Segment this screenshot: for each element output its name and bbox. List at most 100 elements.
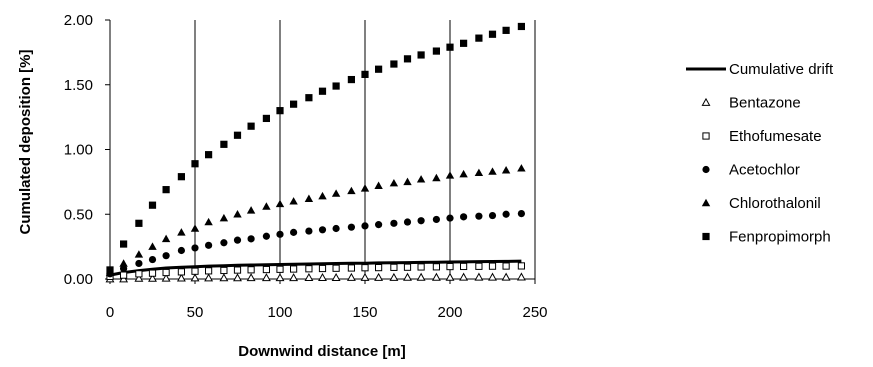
plot-area <box>105 22 526 283</box>
data-point-acetochlor <box>318 226 327 234</box>
data-point-acetochlor <box>403 218 412 226</box>
data-point-fenpropimorph <box>417 51 425 59</box>
legend-label-fenpropimorph: Fenpropimorph <box>729 229 831 246</box>
data-point-acetochlor <box>120 265 128 273</box>
data-point-chlorothalonil <box>204 217 213 226</box>
data-point-ethofumesate <box>361 264 369 272</box>
data-point-bentazone <box>488 272 497 281</box>
data-point-ethofumesate <box>135 270 143 278</box>
x-axis-title: Downwind distance [m] <box>238 343 406 360</box>
data-point-acetochlor <box>488 211 497 220</box>
data-point-ethofumesate <box>475 262 483 270</box>
legend-swatch-bentazone <box>701 97 711 106</box>
y-tick-label: 1.50 <box>64 77 93 94</box>
x-tick-label: 100 <box>267 304 292 321</box>
data-point-fenpropimorph <box>488 30 497 38</box>
data-point-acetochlor <box>446 214 454 222</box>
data-point-bentazone <box>289 273 299 282</box>
data-point-acetochlor <box>417 217 425 225</box>
data-point-bentazone <box>445 272 455 281</box>
legend-label-ethofumesate: Ethofumesate <box>729 128 822 145</box>
y-tick-label: 1.00 <box>64 142 93 159</box>
y-tick-label: 0.00 <box>64 271 93 288</box>
x-tick-label: 50 <box>187 304 204 321</box>
tick-labels: 0 50 100 150 200 250 0.00 0.50 1.00 1.50 2.00 <box>64 12 548 321</box>
data-point-bentazone <box>474 272 484 281</box>
y-axis-title: Cumulated deposition [%] <box>17 50 34 235</box>
data-point-fenpropimorph <box>390 60 398 68</box>
data-point-ethofumesate <box>120 271 128 279</box>
data-point-ethofumesate <box>375 264 383 272</box>
data-point-ethofumesate <box>233 266 242 274</box>
data-point-fenpropimorph <box>517 22 525 31</box>
data-point-chlorothalonil <box>304 194 314 202</box>
data-point-fenpropimorph <box>332 82 340 90</box>
data-point-fenpropimorph <box>135 219 143 227</box>
data-point-acetochlor <box>276 230 284 238</box>
data-point-bentazone <box>331 272 341 281</box>
series-line-cumulative-drift <box>109 259 522 277</box>
data-point-chlorothalonil <box>134 250 144 258</box>
data-point-acetochlor <box>432 215 440 224</box>
data-point-fenpropimorph <box>106 266 114 274</box>
x-tick-label: 150 <box>352 304 377 321</box>
data-point-fenpropimorph <box>475 34 483 42</box>
data-point-bentazone <box>246 273 256 282</box>
data-point-bentazone <box>190 273 200 282</box>
data-point-chlorothalonil <box>432 173 441 182</box>
data-point-acetochlor <box>148 255 157 264</box>
data-point-acetochlor <box>347 223 355 231</box>
data-point-acetochlor <box>191 244 199 252</box>
data-point-ethofumesate <box>220 266 228 275</box>
data-point-fenpropimorph <box>403 55 412 63</box>
data-point-acetochlor <box>361 222 369 230</box>
data-point-fenpropimorph <box>262 114 270 123</box>
data-point-acetochlor <box>233 236 242 244</box>
data-point-ethofumesate <box>432 263 440 271</box>
data-point-chlorothalonil <box>318 191 327 200</box>
data-point-ethofumesate <box>162 268 170 277</box>
data-point-fenpropimorph <box>205 151 213 159</box>
legend-label-cumulative-drift: Cumulative drift <box>729 61 834 78</box>
data-point-chlorothalonil <box>501 166 511 174</box>
data-point-acetochlor <box>262 232 270 240</box>
data-point-ethofumesate <box>347 264 355 272</box>
legend-label-acetochlor: Acetochlor <box>729 162 800 179</box>
data-point-ethofumesate <box>502 262 510 270</box>
data-point-acetochlor <box>290 228 298 236</box>
data-point-chlorothalonil <box>219 213 229 222</box>
data-point-acetochlor <box>220 239 228 247</box>
x-tick-label: 250 <box>522 304 547 321</box>
data-point-ethofumesate <box>460 262 468 271</box>
x-tick-label: 0 <box>106 304 114 321</box>
data-point-ethofumesate <box>205 267 213 275</box>
data-point-bentazone <box>416 272 426 281</box>
data-point-acetochlor <box>177 246 185 255</box>
x-tick-label: 200 <box>437 304 462 321</box>
data-point-bentazone <box>318 272 327 281</box>
data-point-bentazone <box>516 272 526 281</box>
data-point-chlorothalonil <box>374 181 383 189</box>
data-point-chlorothalonil <box>331 189 341 197</box>
data-point-chlorothalonil <box>148 242 157 250</box>
grid-lines <box>109 20 536 279</box>
data-point-ethofumesate <box>403 263 412 271</box>
data-point-acetochlor <box>517 210 526 218</box>
data-point-ethofumesate <box>148 269 157 277</box>
data-point-fenpropimorph <box>502 26 510 34</box>
data-point-fenpropimorph <box>375 65 383 73</box>
data-point-ethofumesate <box>262 265 270 274</box>
data-point-fenpropimorph <box>120 240 128 248</box>
data-point-fenpropimorph <box>191 160 199 168</box>
data-point-bentazone <box>304 272 314 281</box>
data-point-acetochlor <box>502 210 510 218</box>
data-point-ethofumesate <box>191 267 199 275</box>
data-point-bentazone <box>176 273 186 282</box>
data-point-ethofumesate <box>318 264 327 273</box>
legend-label-chlorothalonil: Chlorothalonil <box>729 195 821 212</box>
data-point-fenpropimorph <box>276 107 284 115</box>
data-point-acetochlor <box>375 221 383 229</box>
data-point-bentazone <box>219 273 229 282</box>
data-point-acetochlor <box>332 224 340 233</box>
